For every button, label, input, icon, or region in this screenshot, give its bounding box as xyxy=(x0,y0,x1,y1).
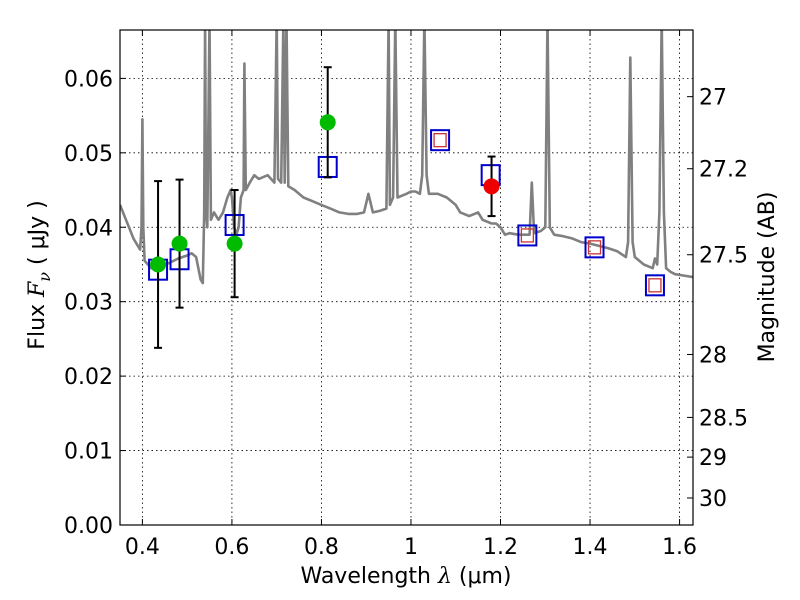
plot-frame xyxy=(119,29,694,526)
model-box-marker xyxy=(644,274,665,297)
x-tick-label: 0.8 xyxy=(304,535,339,560)
y2-tick-label: 30 xyxy=(699,487,727,512)
y-tick-label: 0.06 xyxy=(64,67,113,92)
observed-point xyxy=(319,114,336,131)
y-tick-label: 0.04 xyxy=(64,216,113,241)
model-inner-marker xyxy=(648,278,662,293)
y2-tick-label: 29 xyxy=(699,446,727,471)
y2-tick-label: 27.2 xyxy=(699,158,748,183)
photometry-markers xyxy=(148,66,665,349)
y2-tick-label: 28 xyxy=(699,343,727,368)
observed-point xyxy=(171,235,188,252)
model-inner-marker xyxy=(587,240,602,255)
axis-ticks: 0.4 0.6 0.8 1 1.2 1.4 1.6 0.00 0.01 0.02 0.03 0.04 0… xyxy=(64,30,748,560)
model-box-marker xyxy=(430,129,451,152)
y-tick-label: 0.00 xyxy=(64,514,113,539)
y-tick-label: 0.05 xyxy=(64,142,113,167)
y-tick-label: 0.01 xyxy=(64,440,113,465)
x-tick-label: 1.6 xyxy=(662,535,697,560)
observed-ir-point xyxy=(483,178,500,195)
y-axis-title: Flux Fν ( μJy ) xyxy=(25,200,54,349)
spectrum-series xyxy=(120,30,693,285)
x-tick-label: 0.6 xyxy=(214,535,249,560)
y2-axis-title: Magnitude (AB) xyxy=(755,192,780,363)
y2-tick-label: 28.5 xyxy=(699,406,748,431)
observed-point xyxy=(150,256,167,273)
spectrum-line xyxy=(120,30,693,285)
model-inner-marker xyxy=(433,133,447,148)
x-tick-label: 1.4 xyxy=(573,535,608,560)
model-inner-marker xyxy=(520,228,535,243)
y-tick-label: 0.02 xyxy=(64,365,113,390)
model-box-marker xyxy=(584,236,605,259)
x-tick-label: 1 xyxy=(404,535,418,560)
y2-tick-label: 27.5 xyxy=(699,244,748,269)
x-tick-label: 0.4 xyxy=(125,535,160,560)
x-axis-title: Wavelength λ (μm) xyxy=(300,564,511,589)
model-box-marker xyxy=(517,224,538,247)
x-tick-label: 1.2 xyxy=(483,535,518,560)
observed-point xyxy=(226,235,243,252)
y-tick-label: 0.03 xyxy=(64,291,113,316)
y2-tick-label: 27 xyxy=(699,86,727,111)
